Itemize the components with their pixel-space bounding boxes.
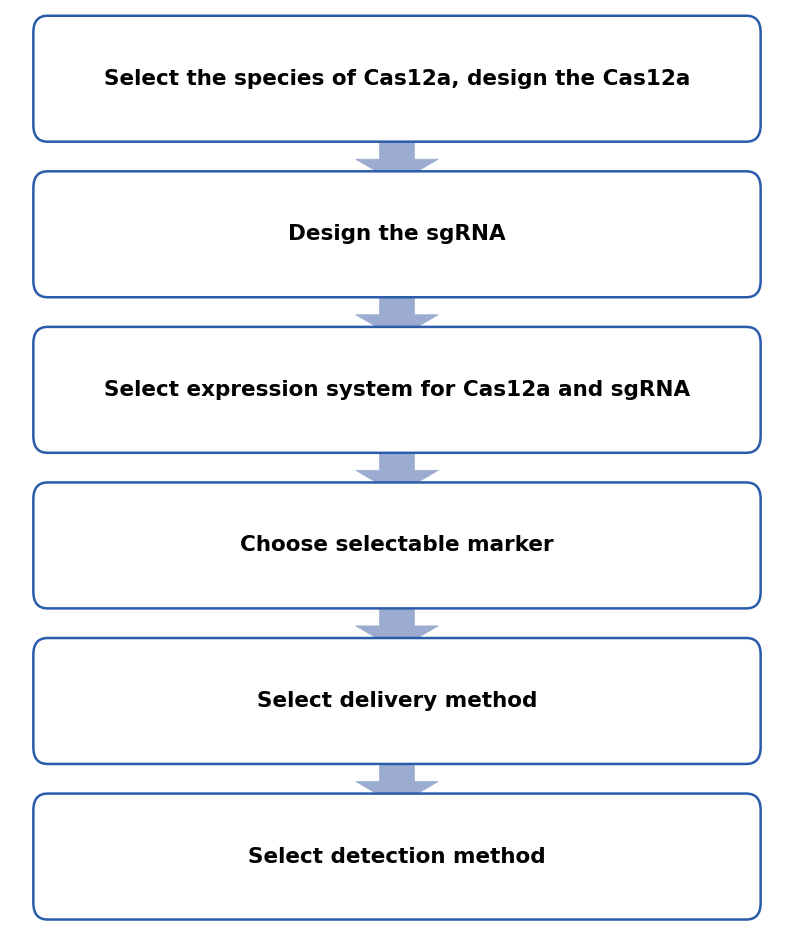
Text: Select the species of Cas12a, design the Cas12a: Select the species of Cas12a, design the… <box>104 69 690 89</box>
Text: Select detection method: Select detection method <box>249 846 545 867</box>
FancyBboxPatch shape <box>33 794 761 920</box>
Text: Select expression system for Cas12a and sgRNA: Select expression system for Cas12a and … <box>104 380 690 400</box>
FancyBboxPatch shape <box>33 638 761 764</box>
FancyBboxPatch shape <box>33 327 761 453</box>
Text: Choose selectable marker: Choose selectable marker <box>241 535 553 556</box>
FancyBboxPatch shape <box>33 171 761 297</box>
Text: Select delivery method: Select delivery method <box>256 691 538 711</box>
FancyBboxPatch shape <box>33 16 761 142</box>
Polygon shape <box>356 752 438 806</box>
Polygon shape <box>356 285 438 339</box>
Polygon shape <box>356 441 438 494</box>
Polygon shape <box>356 130 438 183</box>
Text: Design the sgRNA: Design the sgRNA <box>288 224 506 244</box>
FancyBboxPatch shape <box>33 482 761 608</box>
Polygon shape <box>356 596 438 650</box>
